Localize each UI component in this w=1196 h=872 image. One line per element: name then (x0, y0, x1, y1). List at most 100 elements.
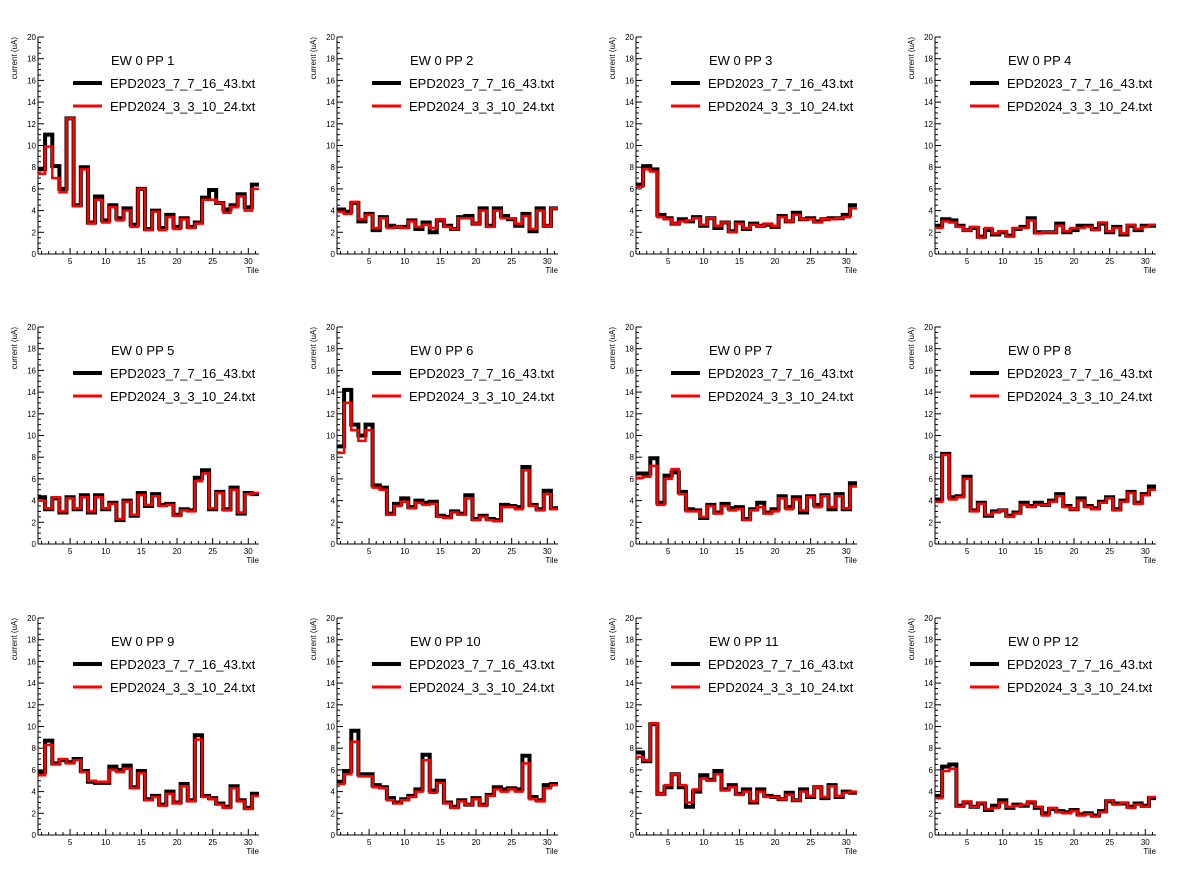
legend-entry: EPD2023_7_7_16_43.txt (110, 657, 256, 672)
x-tick-label: 30 (543, 257, 552, 266)
x-tick-label: 30 (1141, 547, 1150, 556)
y-tick-label: 6 (630, 475, 635, 484)
x-tick-label: 30 (244, 838, 253, 847)
x-axis-title: Tile (1143, 266, 1156, 275)
legend-entry: EPD2024_3_3_10_24.txt (409, 389, 555, 404)
y-tick-label: 18 (27, 636, 36, 645)
y-tick-label: 20 (924, 33, 933, 42)
y-tick-label: 0 (929, 540, 934, 549)
y-tick-label: 16 (27, 76, 36, 85)
x-axis-title: Tile (246, 847, 259, 856)
y-tick-label: 2 (331, 228, 336, 237)
y-tick-label: 2 (331, 809, 336, 818)
panel-title: EW 0 PP 4 (1008, 53, 1071, 68)
y-tick-label: 0 (630, 250, 635, 259)
y-tick-label: 14 (924, 679, 933, 688)
x-tick-label: 25 (507, 547, 516, 556)
y-tick-label: 12 (27, 120, 36, 129)
y-tick-label: 8 (331, 453, 336, 462)
series-line (38, 733, 259, 810)
x-tick-label: 10 (101, 257, 110, 266)
y-tick-label: 4 (929, 788, 934, 797)
y-tick-label: 8 (32, 744, 37, 753)
y-tick-label: 8 (630, 744, 635, 753)
y-tick-label: 8 (32, 163, 37, 172)
x-axis-title: Tile (844, 556, 857, 565)
x-tick-label: 20 (771, 257, 780, 266)
legend-entry: EPD2023_7_7_16_43.txt (1007, 657, 1153, 672)
y-tick-label: 20 (625, 323, 634, 332)
x-axis-title: Tile (844, 847, 857, 856)
x-tick-label: 15 (735, 257, 744, 266)
x-tick-label: 15 (1034, 257, 1043, 266)
legend-entry: EPD2024_3_3_10_24.txt (1007, 680, 1153, 695)
y-tick-label: 10 (27, 142, 36, 151)
y-axis-title: current (uA) (608, 327, 617, 370)
y-tick-label: 6 (630, 185, 635, 194)
y-tick-label: 12 (625, 410, 634, 419)
x-tick-label: 5 (965, 257, 970, 266)
x-tick-label: 15 (436, 838, 445, 847)
y-tick-label: 18 (326, 345, 335, 354)
legend-entry: EPD2023_7_7_16_43.txt (409, 657, 555, 672)
y-tick-label: 2 (32, 809, 37, 818)
y-tick-label: 6 (331, 475, 336, 484)
y-tick-label: 10 (924, 432, 933, 441)
y-tick-label: 18 (924, 636, 933, 645)
x-tick-label: 10 (998, 838, 1007, 847)
x-axis-title: Tile (545, 266, 558, 275)
y-tick-label: 0 (331, 540, 336, 549)
legend-entry: EPD2023_7_7_16_43.txt (708, 76, 854, 91)
y-tick-label: 12 (27, 410, 36, 419)
x-tick-label: 25 (208, 838, 217, 847)
y-axis-title: current (uA) (309, 327, 318, 370)
y-tick-label: 4 (32, 788, 37, 797)
y-tick-label: 12 (625, 701, 634, 710)
y-tick-label: 6 (630, 766, 635, 775)
x-tick-label: 25 (208, 257, 217, 266)
series-line (636, 722, 857, 809)
panel-title: EW 0 PP 10 (410, 634, 481, 649)
panel-title: EW 0 PP 3 (709, 53, 772, 68)
y-tick-label: 4 (331, 497, 336, 506)
y-tick-label: 20 (625, 614, 634, 623)
x-tick-label: 25 (507, 838, 516, 847)
x-tick-label: 10 (400, 547, 409, 556)
series-line (337, 740, 558, 810)
y-tick-label: 12 (924, 701, 933, 710)
legend-entry: EPD2023_7_7_16_43.txt (708, 657, 854, 672)
legend-entry: EPD2024_3_3_10_24.txt (409, 99, 555, 114)
y-tick-label: 10 (326, 432, 335, 441)
y-tick-label: 16 (27, 366, 36, 375)
y-tick-label: 18 (625, 55, 634, 64)
x-tick-label: 5 (965, 838, 970, 847)
series-line (337, 200, 558, 231)
y-tick-label: 20 (326, 614, 335, 623)
y-tick-label: 14 (924, 388, 933, 397)
y-tick-label: 20 (625, 33, 634, 42)
x-tick-label: 15 (436, 257, 445, 266)
legend-entry: EPD2023_7_7_16_43.txt (708, 366, 854, 381)
y-tick-label: 16 (924, 657, 933, 666)
y-tick-label: 2 (32, 228, 37, 237)
x-tick-label: 10 (400, 838, 409, 847)
y-tick-label: 18 (625, 636, 634, 645)
y-tick-label: 6 (929, 185, 934, 194)
x-tick-label: 30 (543, 547, 552, 556)
x-tick-label: 20 (771, 547, 780, 556)
x-tick-label: 5 (965, 547, 970, 556)
x-tick-label: 30 (1141, 838, 1150, 847)
x-tick-label: 10 (998, 547, 1007, 556)
x-tick-label: 5 (666, 838, 671, 847)
series-line (636, 164, 857, 234)
y-tick-label: 12 (326, 120, 335, 129)
panel-title: EW 0 PP 1 (111, 53, 174, 68)
panel-title: EW 0 PP 8 (1008, 343, 1071, 358)
x-tick-label: 20 (472, 257, 481, 266)
x-tick-label: 15 (137, 547, 146, 556)
y-tick-label: 0 (32, 540, 37, 549)
y-tick-label: 10 (27, 432, 36, 441)
y-tick-label: 8 (331, 744, 336, 753)
